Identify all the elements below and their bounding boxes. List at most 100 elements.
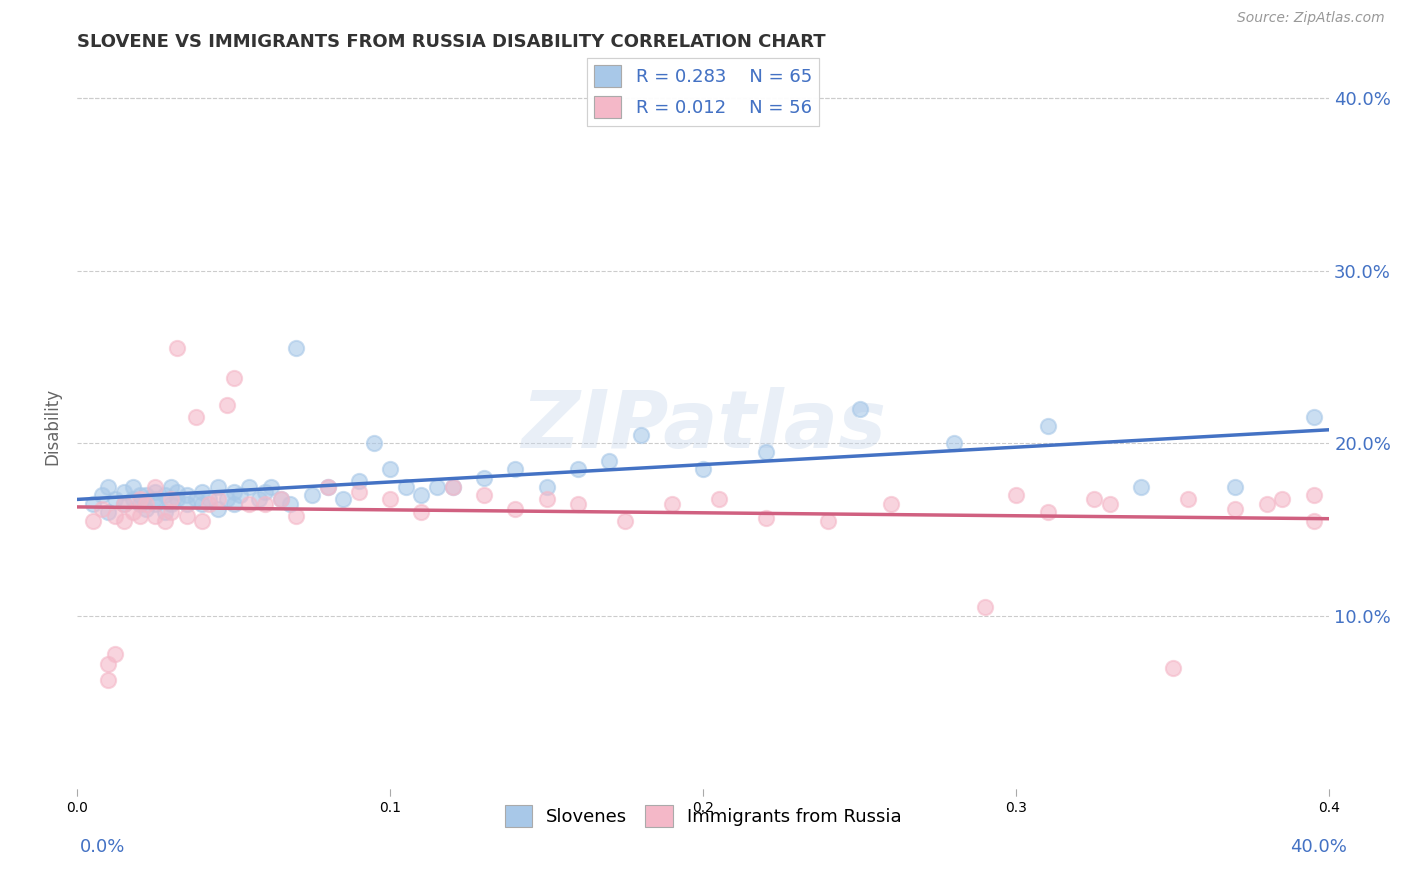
Point <box>128 488 150 502</box>
Text: 40.0%: 40.0% <box>1291 838 1347 855</box>
Point <box>1005 488 1028 502</box>
Point <box>122 491 145 506</box>
Point <box>160 491 183 506</box>
Point <box>755 510 778 524</box>
Point <box>91 502 114 516</box>
Point <box>441 479 464 493</box>
Point <box>411 506 433 520</box>
Point <box>536 479 558 493</box>
Point <box>97 506 120 520</box>
Point <box>104 508 127 523</box>
Point <box>1036 419 1059 434</box>
Point <box>363 436 385 450</box>
Point <box>197 497 219 511</box>
Point <box>316 479 339 493</box>
Text: ZIPatlas: ZIPatlas <box>520 387 886 465</box>
Point <box>316 479 339 493</box>
Point <box>128 497 150 511</box>
Point <box>143 508 166 523</box>
Point <box>207 479 229 493</box>
Point <box>630 427 652 442</box>
Point <box>613 514 636 528</box>
Point <box>82 514 104 528</box>
Point <box>112 497 135 511</box>
Point <box>253 497 276 511</box>
Point <box>1302 514 1324 528</box>
Point <box>104 491 127 506</box>
Point <box>143 484 166 499</box>
Point <box>112 514 135 528</box>
Point <box>1302 410 1324 425</box>
Point <box>411 488 433 502</box>
Text: 0.0%: 0.0% <box>80 838 125 855</box>
Point <box>1083 491 1105 506</box>
Point <box>1225 502 1247 516</box>
Point <box>536 491 558 506</box>
Point <box>184 410 207 425</box>
Point <box>347 475 370 489</box>
Point <box>191 497 214 511</box>
Point <box>848 401 870 416</box>
Point <box>97 657 120 672</box>
Point <box>378 462 401 476</box>
Text: Source: ZipAtlas.com: Source: ZipAtlas.com <box>1237 12 1385 25</box>
Point <box>217 491 239 506</box>
Point <box>567 462 589 476</box>
Point <box>135 497 157 511</box>
Point <box>122 479 145 493</box>
Point <box>505 462 527 476</box>
Point <box>112 484 135 499</box>
Point <box>97 673 120 687</box>
Point <box>153 488 176 502</box>
Point <box>270 491 292 506</box>
Point <box>153 514 176 528</box>
Point <box>207 491 229 506</box>
Point <box>112 497 135 511</box>
Point <box>395 479 418 493</box>
Point <box>253 484 276 499</box>
Point <box>247 491 270 506</box>
Point <box>143 497 166 511</box>
Point <box>191 484 214 499</box>
Point <box>260 479 283 493</box>
Point <box>472 471 495 485</box>
Point <box>238 479 260 493</box>
Point <box>567 497 589 511</box>
Point <box>176 488 198 502</box>
Point <box>222 497 245 511</box>
Point <box>378 491 401 506</box>
Point <box>143 491 166 506</box>
Point <box>222 371 245 385</box>
Point <box>598 453 620 467</box>
Point <box>1161 661 1184 675</box>
Point <box>472 488 495 502</box>
Point <box>285 342 308 356</box>
Point <box>441 479 464 493</box>
Point <box>184 491 207 506</box>
Point <box>229 488 252 502</box>
Point <box>217 398 239 412</box>
Point <box>143 479 166 493</box>
Point <box>278 497 301 511</box>
Point <box>191 514 214 528</box>
Point <box>91 488 114 502</box>
Point <box>166 342 188 356</box>
Legend: R = 0.283    N = 65, R = 0.012    N = 56: R = 0.283 N = 65, R = 0.012 N = 56 <box>588 58 820 126</box>
Point <box>135 488 157 502</box>
Point <box>1099 497 1122 511</box>
Point <box>1036 506 1059 520</box>
Point <box>128 491 150 506</box>
Point <box>1302 488 1324 502</box>
Point <box>222 484 245 499</box>
Point <box>817 514 839 528</box>
Point <box>426 479 449 493</box>
Point <box>707 491 730 506</box>
Point <box>176 508 198 523</box>
Point <box>104 647 127 661</box>
Point <box>128 508 150 523</box>
Point <box>332 491 354 506</box>
Point <box>166 491 188 506</box>
Point <box>755 445 778 459</box>
Point <box>661 497 683 511</box>
Point <box>505 502 527 516</box>
